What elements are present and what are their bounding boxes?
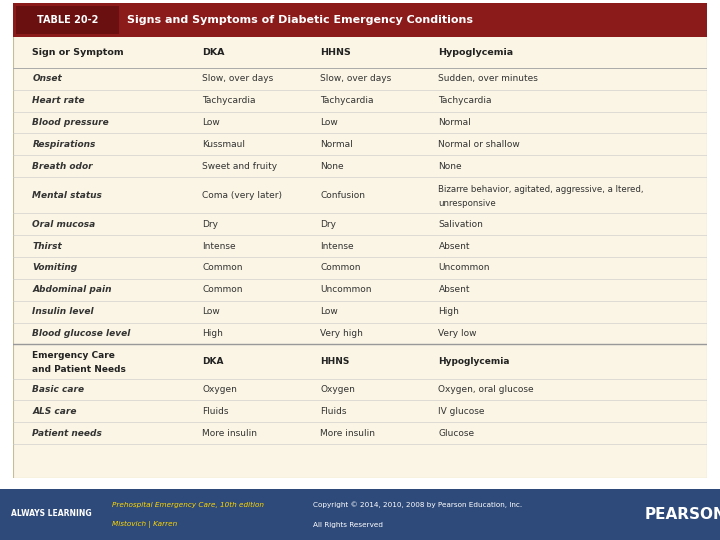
Text: Coma (very later): Coma (very later)	[202, 191, 282, 200]
Text: Sudden, over minutes: Sudden, over minutes	[438, 74, 539, 83]
Text: ALWAYS LEARNING: ALWAYS LEARNING	[11, 509, 91, 518]
Text: Intense: Intense	[320, 241, 354, 251]
Text: Slow, over days: Slow, over days	[202, 74, 274, 83]
Text: Common: Common	[202, 264, 243, 272]
Text: Very low: Very low	[438, 329, 477, 338]
Text: Uncommon: Uncommon	[438, 264, 490, 272]
Text: High: High	[438, 307, 459, 316]
Text: Very high: Very high	[320, 329, 364, 338]
Text: Signs and Symptoms of Diabetic Emergency Conditions: Signs and Symptoms of Diabetic Emergency…	[127, 15, 474, 25]
Text: Respirations: Respirations	[32, 140, 96, 149]
Text: unresponsive: unresponsive	[438, 199, 496, 207]
Text: Sweet and fruity: Sweet and fruity	[202, 161, 278, 171]
Text: ALS care: ALS care	[32, 407, 77, 416]
Text: Abdominal pain: Abdominal pain	[32, 285, 112, 294]
Text: Oxygen, oral glucose: Oxygen, oral glucose	[438, 385, 534, 394]
Text: All Rights Reserved: All Rights Reserved	[313, 522, 383, 528]
Text: Dry: Dry	[202, 220, 218, 228]
Text: Prehospital Emergency Care, 10th edition: Prehospital Emergency Care, 10th edition	[112, 502, 264, 508]
Text: Uncommon: Uncommon	[320, 285, 372, 294]
Text: Normal: Normal	[438, 118, 471, 127]
Text: HHNS: HHNS	[320, 48, 351, 57]
Bar	[17, 5, 119, 34]
Text: Oxygen: Oxygen	[202, 385, 238, 394]
Text: Low: Low	[202, 118, 220, 127]
Text: PEARSON: PEARSON	[644, 507, 720, 522]
Text: Fluids: Fluids	[320, 407, 347, 416]
Text: Blood pressure: Blood pressure	[32, 118, 109, 127]
Text: Absent: Absent	[438, 241, 470, 251]
Text: Emergency Care: Emergency Care	[32, 351, 115, 360]
Text: Low: Low	[320, 118, 338, 127]
Text: Bizarre behavior, agitated, aggressive, a ltered,: Bizarre behavior, agitated, aggressive, …	[438, 185, 644, 193]
Text: More insulin: More insulin	[202, 429, 258, 438]
Text: Common: Common	[202, 285, 243, 294]
Text: Salivation: Salivation	[438, 220, 483, 228]
Text: Low: Low	[320, 307, 338, 316]
Text: Tachycardia: Tachycardia	[202, 96, 256, 105]
Text: More insulin: More insulin	[320, 429, 375, 438]
Text: Mental status: Mental status	[32, 191, 102, 200]
Text: Heart rate: Heart rate	[32, 96, 85, 105]
Text: Patient needs: Patient needs	[32, 429, 102, 438]
Text: Tachycardia: Tachycardia	[320, 96, 374, 105]
Text: Blood glucose level: Blood glucose level	[32, 329, 131, 338]
Text: None: None	[320, 161, 344, 171]
Text: Insulin level: Insulin level	[32, 307, 94, 316]
Text: Mistovich | Karren: Mistovich | Karren	[112, 521, 177, 528]
Text: Confusion: Confusion	[320, 191, 366, 200]
Text: Tachycardia: Tachycardia	[438, 96, 492, 105]
Text: Onset: Onset	[32, 74, 62, 83]
Text: Kussmaul: Kussmaul	[202, 140, 246, 149]
Text: DKA: DKA	[202, 357, 224, 366]
Text: IV glucose: IV glucose	[438, 407, 485, 416]
Text: DKA: DKA	[202, 48, 225, 57]
Text: Slow, over days: Slow, over days	[320, 74, 392, 83]
Text: Intense: Intense	[202, 241, 236, 251]
Text: Sign or Symptom: Sign or Symptom	[32, 48, 124, 57]
Text: Fluids: Fluids	[202, 407, 229, 416]
Text: Vomiting: Vomiting	[32, 264, 78, 272]
Text: Glucose: Glucose	[438, 429, 474, 438]
Text: and Patient Needs: and Patient Needs	[32, 364, 126, 374]
Text: None: None	[438, 161, 462, 171]
Text: Hypoglycemia: Hypoglycemia	[438, 357, 510, 366]
Text: Oxygen: Oxygen	[320, 385, 355, 394]
Text: TABLE 20-2: TABLE 20-2	[37, 15, 99, 25]
Bar	[13, 3, 707, 37]
Text: Normal or shallow: Normal or shallow	[438, 140, 520, 149]
Text: Thirst: Thirst	[32, 241, 62, 251]
Text: Basic care: Basic care	[32, 385, 84, 394]
Text: Absent: Absent	[438, 285, 470, 294]
Text: Oral mucosa: Oral mucosa	[32, 220, 96, 228]
Text: Breath odor: Breath odor	[32, 161, 93, 171]
Text: HHNS: HHNS	[320, 357, 350, 366]
Text: Low: Low	[202, 307, 220, 316]
Text: Common: Common	[320, 264, 361, 272]
Text: Normal: Normal	[320, 140, 354, 149]
Text: Hypoglycemia: Hypoglycemia	[438, 48, 513, 57]
Text: High: High	[202, 329, 223, 338]
Text: Copyright © 2014, 2010, 2008 by Pearson Education, Inc.: Copyright © 2014, 2010, 2008 by Pearson …	[313, 502, 522, 509]
Text: Dry: Dry	[320, 220, 336, 228]
